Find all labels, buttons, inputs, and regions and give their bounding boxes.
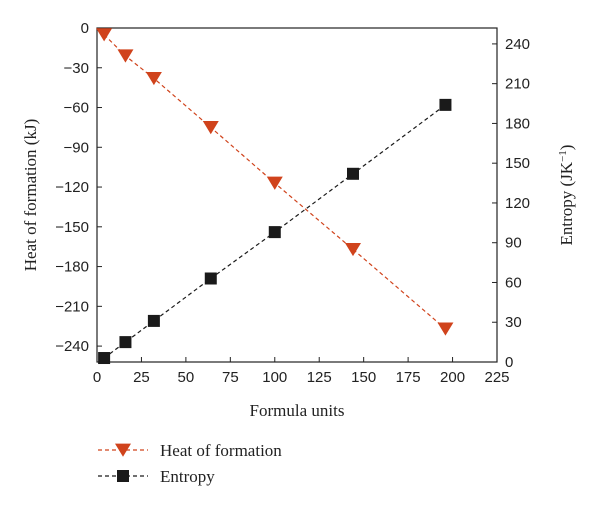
right-y-axis-label-close: ) [557, 145, 576, 151]
legend-marker-heat-of-formation [115, 443, 131, 457]
x-tick-label: 225 [484, 369, 509, 386]
data-point-heat-of-formation [117, 49, 134, 63]
legend-label-heat-of-formation: Heat of formation [160, 441, 282, 460]
data-point-entropy [204, 272, 217, 285]
right-y-tick-label: 0 [505, 354, 513, 371]
x-tick-label: 75 [222, 369, 239, 386]
x-tick-label: 200 [440, 369, 465, 386]
x-axis-label: Formula units [250, 401, 345, 420]
left-y-tick-label: −240 [55, 338, 89, 355]
x-tick-label: 150 [351, 369, 376, 386]
left-y-tick-label: −180 [55, 259, 89, 276]
left-y-tick-label: −30 [64, 60, 89, 77]
data-point-heat-of-formation [345, 242, 361, 257]
left-y-tick-label: −120 [55, 179, 89, 196]
x-tick-label: 125 [307, 369, 332, 386]
data-point-heat-of-formation [437, 322, 454, 336]
x-tick-label: 50 [178, 369, 195, 386]
data-point-entropy [147, 314, 160, 327]
data-point-entropy [268, 226, 281, 239]
left-y-tick-label: 0 [81, 20, 89, 37]
x-tick-label: 0 [93, 369, 101, 386]
data-point-heat-of-formation [202, 121, 219, 135]
left-y-tick-label: −60 [64, 100, 89, 117]
data-point-heat-of-formation [96, 28, 113, 42]
right-y-axis-label-main: Entropy (JK [557, 161, 576, 245]
right-y-tick-label: 240 [505, 36, 530, 53]
right-y-axis-label-sup: −1 [557, 150, 569, 162]
right-y-axis-label: Entropy (JK−1) [557, 145, 576, 246]
data-point-entropy [119, 336, 132, 349]
legend: Heat of formation Entropy [98, 441, 282, 486]
legend-label-entropy: Entropy [160, 467, 215, 486]
right-y-tick-label: 90 [505, 235, 522, 252]
right-y-tick-label: 30 [505, 314, 522, 331]
data-point-heat-of-formation [266, 176, 283, 190]
legend-marker-entropy [117, 470, 129, 482]
left-y-tick-label: −90 [64, 139, 89, 156]
data-point-entropy [439, 98, 452, 111]
data-point-entropy [98, 352, 111, 365]
right-y-tick-label: 120 [505, 195, 530, 212]
right-y-tick-label: 150 [505, 155, 530, 172]
plot-area: 0 25 50 75 100 125 150 175 200 2250−30−60−90−120−… [55, 20, 530, 386]
right-y-tick-label: 60 [505, 274, 522, 291]
x-tick-label: 100 [262, 369, 287, 386]
x-tick-label: 25 [133, 369, 150, 386]
right-y-tick-label: 180 [505, 115, 530, 132]
left-y-axis-label: Heat of formation (kJ) [21, 119, 40, 271]
right-y-tick-label: 210 [505, 76, 530, 93]
plot-frame [96, 27, 498, 363]
data-point-heat-of-formation [145, 71, 162, 86]
x-tick-label: 175 [396, 369, 421, 386]
left-y-tick-label: −150 [55, 219, 89, 236]
data-point-entropy [347, 167, 359, 180]
left-y-tick-label: −210 [55, 298, 89, 315]
